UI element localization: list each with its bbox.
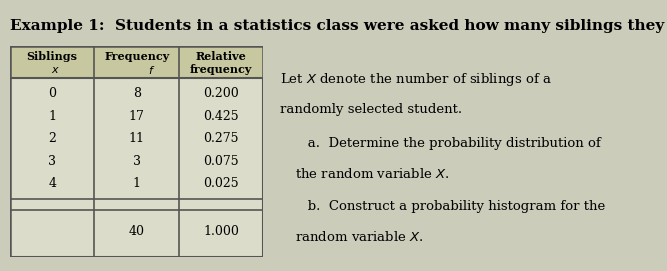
Text: 0.425: 0.425 <box>203 109 239 122</box>
Text: 0.275: 0.275 <box>203 132 239 145</box>
Text: 17: 17 <box>129 109 145 122</box>
Text: 1.000: 1.000 <box>203 225 239 237</box>
Polygon shape <box>10 46 263 257</box>
Text: 3: 3 <box>133 154 141 167</box>
Text: Frequency
        $f$: Frequency $f$ <box>104 51 169 76</box>
Polygon shape <box>10 46 263 78</box>
Text: Siblings
  $x$: Siblings $x$ <box>27 51 78 75</box>
Text: Relative
frequency: Relative frequency <box>190 51 252 75</box>
Text: 1: 1 <box>133 177 141 190</box>
Text: 0.200: 0.200 <box>203 87 239 100</box>
Text: 11: 11 <box>129 132 145 145</box>
Text: 8: 8 <box>133 87 141 100</box>
Text: b.  Construct a probability histogram for the: b. Construct a probability histogram for… <box>295 200 606 213</box>
Text: the random variable $X$.: the random variable $X$. <box>295 167 450 180</box>
Text: Let $X$ denote the number of siblings of a: Let $X$ denote the number of siblings of… <box>280 72 552 88</box>
Text: 40: 40 <box>129 225 145 237</box>
Text: 1: 1 <box>48 109 56 122</box>
Text: 0.025: 0.025 <box>203 177 239 190</box>
Text: 4: 4 <box>48 177 56 190</box>
Text: randomly selected student.: randomly selected student. <box>280 103 462 116</box>
Text: random variable $X$.: random variable $X$. <box>295 230 424 244</box>
Text: 0: 0 <box>48 87 56 100</box>
Text: 2: 2 <box>48 132 56 145</box>
Text: 3: 3 <box>48 154 56 167</box>
Text: a.  Determine the probability distribution of: a. Determine the probability distributio… <box>295 137 601 150</box>
Text: 0.075: 0.075 <box>203 154 239 167</box>
Text: Example 1:  Students in a statistics class were asked how many siblings they hav: Example 1: Students in a statistics clas… <box>10 19 667 33</box>
